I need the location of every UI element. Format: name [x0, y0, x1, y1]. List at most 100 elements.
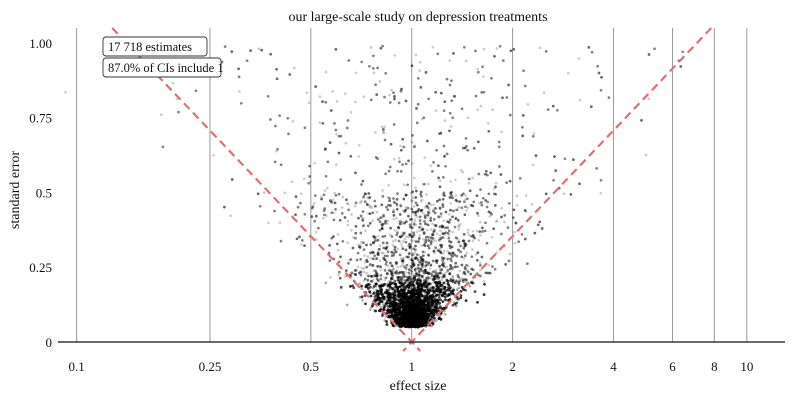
data-point — [329, 109, 333, 112]
data-point — [421, 312, 424, 316]
data-point — [513, 230, 517, 234]
data-point — [414, 196, 418, 199]
data-point — [397, 302, 401, 306]
data-point — [275, 149, 278, 153]
data-point — [387, 288, 391, 291]
data-point — [413, 218, 417, 222]
data-point — [386, 295, 390, 299]
data-point — [402, 309, 405, 313]
data-point — [368, 264, 371, 267]
data-point — [295, 237, 299, 241]
data-point — [419, 309, 423, 312]
data-point — [404, 318, 407, 322]
data-point — [416, 290, 420, 294]
data-point — [406, 285, 410, 288]
data-point — [445, 265, 449, 269]
data-point — [418, 313, 421, 316]
data-point — [407, 322, 410, 325]
data-point — [414, 323, 417, 326]
data-point — [409, 320, 413, 324]
data-point — [417, 237, 421, 240]
data-point — [403, 316, 406, 319]
data-point — [413, 315, 416, 319]
data-point — [380, 222, 383, 226]
data-point — [387, 298, 391, 302]
data-point — [381, 222, 385, 226]
data-point — [390, 88, 394, 92]
data-point — [402, 314, 406, 318]
data-point — [408, 304, 412, 308]
data-point — [451, 255, 454, 258]
data-point — [420, 318, 424, 321]
data-point — [230, 178, 234, 181]
data-point — [490, 235, 494, 239]
data-point — [414, 315, 418, 319]
data-point — [411, 306, 414, 309]
data-point — [407, 320, 410, 323]
data-point — [403, 316, 407, 320]
data-point — [427, 290, 431, 294]
data-point — [413, 211, 417, 214]
data-point — [417, 325, 421, 328]
data-point — [336, 248, 340, 252]
data-point — [344, 275, 347, 278]
data-point — [499, 173, 503, 176]
data-point — [446, 288, 450, 292]
data-point — [411, 324, 415, 328]
data-point — [521, 134, 525, 138]
data-point — [407, 301, 410, 305]
data-point — [426, 286, 429, 289]
data-point — [402, 278, 405, 282]
data-point — [452, 94, 456, 98]
data-point — [393, 282, 396, 286]
data-point — [407, 286, 410, 289]
data-point — [399, 277, 403, 281]
data-point — [401, 312, 404, 316]
data-point — [386, 289, 389, 292]
data-point — [392, 316, 396, 320]
data-point — [414, 307, 418, 311]
data-point — [465, 268, 469, 272]
data-point — [426, 309, 430, 313]
data-point — [451, 275, 455, 279]
data-point — [405, 325, 408, 329]
data-point — [392, 308, 395, 312]
data-point — [410, 303, 413, 306]
data-point — [414, 239, 418, 243]
data-point — [336, 233, 340, 236]
data-point — [416, 285, 420, 289]
data-point — [392, 217, 396, 221]
data-point — [404, 266, 408, 270]
data-point — [410, 319, 414, 323]
data-point — [390, 307, 394, 311]
data-point — [64, 90, 67, 94]
data-point — [401, 263, 405, 267]
data-point — [329, 275, 332, 279]
data-point — [409, 290, 413, 294]
data-point — [411, 320, 414, 324]
data-point — [415, 314, 419, 318]
data-point — [400, 324, 404, 327]
data-point — [333, 201, 337, 205]
data-point — [353, 100, 357, 104]
data-point — [459, 277, 463, 280]
data-point — [392, 292, 396, 296]
data-point — [440, 288, 444, 291]
data-point — [409, 301, 412, 305]
data-point — [419, 306, 422, 310]
data-point — [411, 313, 415, 316]
data-point — [399, 302, 403, 306]
data-point — [429, 301, 432, 305]
data-point — [403, 309, 407, 313]
data-point — [448, 251, 452, 255]
data-point — [413, 304, 417, 308]
data-point — [439, 91, 443, 95]
data-point — [442, 274, 446, 277]
data-point — [410, 324, 413, 328]
data-point — [432, 300, 436, 303]
data-point — [405, 324, 408, 327]
data-point — [291, 120, 295, 123]
data-point — [426, 279, 430, 282]
data-point — [427, 306, 431, 310]
data-point — [424, 298, 428, 302]
